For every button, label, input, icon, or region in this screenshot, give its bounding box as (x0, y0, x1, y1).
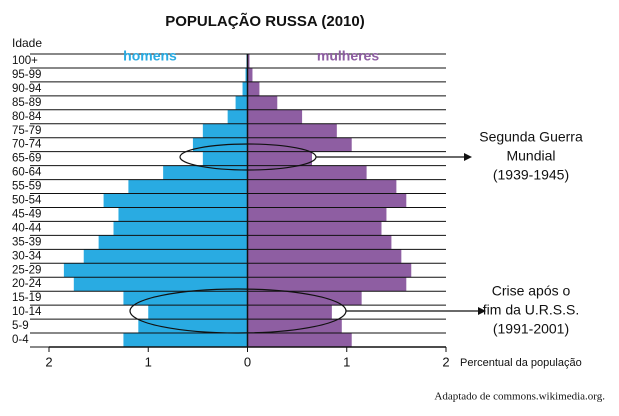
bar (247, 193, 407, 208)
bar (247, 165, 367, 180)
y-tick-label: 85-89 (12, 97, 41, 109)
legend-label: homens (123, 48, 177, 64)
y-tick-label: 95-99 (12, 69, 41, 81)
legend-label: mulheres (317, 48, 379, 64)
bar (202, 123, 248, 139)
bar (73, 277, 248, 292)
y-tick-label: 75-79 (12, 125, 41, 137)
y-tick-label: 50-54 (12, 195, 42, 207)
annotation: (1939-1945) (493, 167, 569, 183)
y-tick-label: 5-9 (12, 320, 29, 332)
bar (227, 109, 248, 125)
y-tick-label: 60-64 (12, 167, 42, 179)
bar (202, 151, 248, 166)
x-axis-label: Percentual da população (460, 357, 582, 369)
y-tick-label: 55-59 (12, 181, 41, 193)
bar (63, 263, 248, 278)
bar (123, 333, 248, 348)
bar (123, 291, 248, 306)
y-tick-label: 20-24 (12, 278, 42, 290)
y-tick-label: 0-4 (12, 334, 29, 346)
bar (103, 193, 248, 208)
x-tick-label: 0 (244, 354, 251, 369)
bar (247, 263, 412, 278)
y-tick-label: 30-34 (12, 250, 42, 262)
bar (247, 291, 362, 306)
bar (118, 207, 248, 222)
bar (247, 179, 397, 194)
bar (245, 67, 248, 83)
x-tick-label: 2 (45, 354, 52, 369)
y-tick-label: 80-84 (12, 111, 42, 123)
y-tick-label: 45-49 (12, 208, 41, 220)
bar (247, 207, 387, 222)
y-tick-label: 65-69 (12, 153, 41, 165)
y-axis-label: Idade (12, 36, 42, 50)
bar (235, 95, 248, 111)
y-tick-label: 25-29 (12, 264, 41, 276)
annotation: fim da U.R.S.S. (483, 302, 579, 318)
bar (247, 305, 332, 320)
bar (83, 249, 248, 264)
y-tick-label: 10-14 (12, 306, 42, 318)
bar (247, 67, 253, 83)
chart-title: POPULAÇÃO RUSSA (2010) (165, 12, 364, 30)
bar (247, 54, 250, 69)
bar (247, 81, 260, 97)
bar (138, 319, 248, 334)
bars (63, 54, 412, 348)
annotation: Crise após o (492, 283, 571, 299)
bar (148, 305, 248, 320)
y-tick-label: 70-74 (12, 139, 42, 151)
y-tick-label: 40-44 (12, 222, 42, 234)
x-tick-label: 2 (442, 354, 449, 369)
bar (247, 333, 352, 348)
arrow-head (478, 307, 486, 315)
annotation: Mundial (506, 148, 555, 164)
y-tick-label: 90-94 (12, 83, 42, 95)
x-tick-label: 1 (343, 354, 350, 369)
bar (247, 95, 278, 111)
bar (247, 319, 342, 334)
bar (247, 221, 382, 236)
bar (247, 249, 402, 264)
bar (247, 277, 407, 292)
y-tick-label: 15-19 (12, 292, 41, 304)
source: Adaptado de commons.wikimedia.org. (434, 391, 605, 403)
bar (128, 179, 248, 194)
bar (163, 165, 248, 180)
bar (247, 123, 337, 139)
bar (247, 109, 303, 125)
annotation: Segunda Guerra (479, 129, 583, 145)
y-tick-label: 35-39 (12, 236, 41, 248)
bar (247, 151, 313, 166)
x-tick-label: 1 (145, 354, 152, 369)
bar (247, 235, 392, 250)
bar (98, 235, 248, 250)
annotation: (1991-2001) (493, 321, 569, 337)
bar (113, 221, 248, 236)
y-tick-label: 100+ (12, 55, 38, 67)
bar (247, 137, 352, 152)
bar (242, 81, 248, 97)
arrow-head (464, 153, 472, 161)
